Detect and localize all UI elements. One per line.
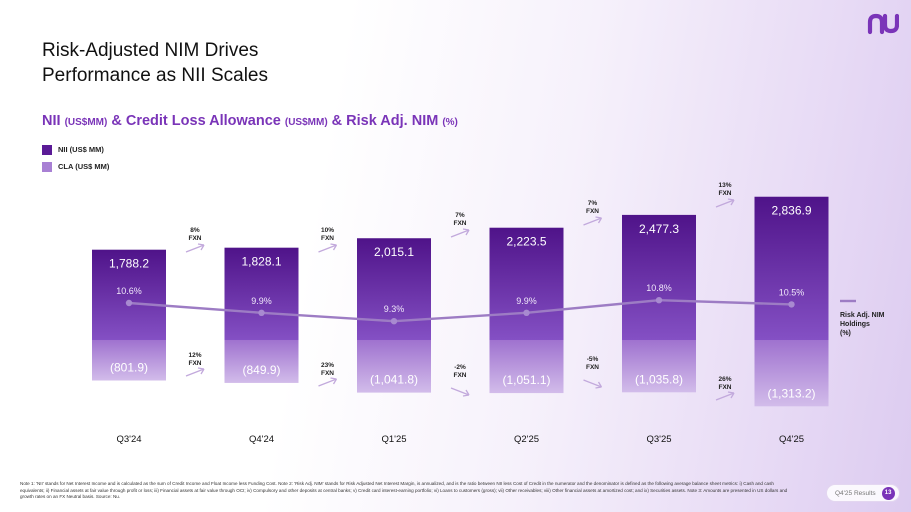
nim-value-label: 10.5% bbox=[779, 287, 805, 297]
legend-cla: CLA (US$ MM) bbox=[42, 162, 109, 173]
x-tick-label: Q2'25 bbox=[514, 434, 539, 445]
page-number: 13 bbox=[881, 486, 895, 500]
legend-nii-swatch bbox=[42, 145, 52, 156]
cla-bar bbox=[224, 340, 299, 383]
cla-value-label: (1,313.2) bbox=[767, 386, 815, 400]
cla-growth-pct: 23% bbox=[321, 362, 334, 369]
nim-value-label: 10.6% bbox=[116, 286, 142, 296]
title-line-2: Performance as NII Scales bbox=[42, 65, 268, 86]
nii-bar bbox=[92, 249, 166, 340]
x-tick-label: Q1'25 bbox=[381, 434, 406, 445]
nii-growth-arrow-icon bbox=[318, 243, 338, 253]
cla-value-label: (801.9) bbox=[110, 360, 148, 374]
nii-value-label: 2,836.9 bbox=[771, 204, 811, 218]
nii-growth-pct: 10% bbox=[321, 227, 334, 234]
nii-growth-sub: FXN bbox=[321, 235, 334, 242]
nii-value-label: 2,477.3 bbox=[639, 222, 679, 236]
cla-value-label: (1,035.8) bbox=[635, 372, 683, 386]
nii-growth-pct: 7% bbox=[588, 200, 598, 207]
nim-legend-label: Holdings bbox=[840, 321, 870, 328]
legend-nii: NII (US$ MM) bbox=[42, 145, 104, 156]
chart-subtitle: NII (US$MM) & Credit Loss Allowance (US$… bbox=[42, 113, 458, 129]
page-tag: Q4'25 Results 13 bbox=[826, 484, 900, 502]
cla-growth-sub: FXN bbox=[321, 370, 334, 377]
cla-growth-pct: 26% bbox=[718, 376, 731, 383]
cla-bar bbox=[622, 340, 696, 393]
cla-growth-arrow-icon bbox=[450, 387, 470, 397]
nim-value-label: 9.3% bbox=[384, 304, 405, 314]
nim-line bbox=[128, 298, 792, 323]
nim-legend-label: Risk Adj. NIM bbox=[840, 312, 885, 319]
cla-growth-pct: -2% bbox=[454, 364, 466, 371]
x-tick-label: Q4'24 bbox=[249, 434, 274, 445]
nii-growth-pct: 13% bbox=[718, 182, 731, 189]
footnote: Note 1: 'NII' stands for Net Interest In… bbox=[20, 481, 788, 499]
nii-growth-pct: 8% bbox=[190, 227, 200, 234]
nii-value-label: 2,015.1 bbox=[374, 245, 414, 259]
cla-growth-sub: FXN bbox=[454, 372, 467, 379]
cla-growth-arrow-icon bbox=[715, 391, 735, 401]
nu-logo-icon bbox=[867, 13, 899, 35]
nii-growth-arrow-icon bbox=[450, 228, 470, 238]
nii-bar bbox=[754, 196, 829, 340]
cla-bar bbox=[92, 340, 166, 381]
x-tick-label: Q3'24 bbox=[116, 434, 141, 445]
legend-cla-swatch bbox=[42, 162, 52, 173]
nii-growth-pct: 7% bbox=[455, 212, 465, 219]
nim-value-label: 9.9% bbox=[251, 296, 272, 306]
cla-growth-pct: 12% bbox=[188, 352, 201, 359]
nii-bar bbox=[489, 227, 564, 340]
cla-value-label: (1,041.8) bbox=[370, 373, 418, 387]
cla-growth-sub: FXN bbox=[586, 364, 599, 371]
nim-point bbox=[788, 301, 795, 308]
cla-growth-sub: FXN bbox=[719, 384, 732, 391]
nii-growth-sub: FXN bbox=[454, 220, 467, 227]
cla-growth-arrow-icon bbox=[318, 377, 338, 387]
x-tick-label: Q4'25 bbox=[779, 434, 804, 445]
cla-value-label: (1,051.1) bbox=[502, 373, 550, 387]
cla-bar bbox=[489, 340, 564, 394]
cla-bar bbox=[754, 340, 829, 407]
x-tick-label: Q3'25 bbox=[646, 434, 671, 445]
nii-bar bbox=[224, 247, 299, 340]
nim-legend-label: (%) bbox=[840, 330, 851, 337]
nii-bar bbox=[622, 214, 696, 340]
nii-growth-sub: FXN bbox=[719, 190, 732, 197]
nim-value-label: 9.9% bbox=[516, 296, 537, 306]
cla-bar bbox=[357, 340, 431, 393]
cla-growth-pct: -5% bbox=[587, 356, 599, 363]
nii-growth-sub: FXN bbox=[189, 235, 202, 242]
nii-value-label: 1,828.1 bbox=[241, 255, 281, 269]
cla-growth-arrow-icon bbox=[185, 367, 205, 377]
page-tag-label: Q4'25 Results bbox=[835, 489, 876, 497]
page-title: Risk-Adjusted NIM Drives Performance as … bbox=[42, 38, 268, 88]
title-line-1: Risk-Adjusted NIM Drives bbox=[42, 40, 259, 61]
nii-growth-arrow-icon bbox=[583, 216, 603, 226]
nii-value-label: 2,223.5 bbox=[506, 235, 546, 249]
nim-point bbox=[655, 297, 663, 304]
nim-point bbox=[258, 309, 265, 316]
nii-growth-arrow-icon bbox=[715, 198, 735, 208]
nim-point bbox=[523, 309, 530, 316]
nii-growth-sub: FXN bbox=[586, 208, 599, 215]
nii-cla-chart: 1,788.2 (801.9) 10.6% Q3'24 1,828.1 (849.9) 9.… bbox=[92, 182, 885, 445]
nim-point bbox=[390, 318, 398, 325]
nii-value-label: 1,788.2 bbox=[109, 257, 149, 271]
nim-value-label: 10.8% bbox=[646, 283, 672, 293]
nim-point bbox=[125, 299, 133, 307]
cla-growth-sub: FXN bbox=[189, 360, 202, 367]
cla-value-label: (849.9) bbox=[242, 363, 280, 377]
cla-growth-arrow-icon bbox=[583, 379, 603, 389]
nii-growth-arrow-icon bbox=[185, 243, 205, 253]
